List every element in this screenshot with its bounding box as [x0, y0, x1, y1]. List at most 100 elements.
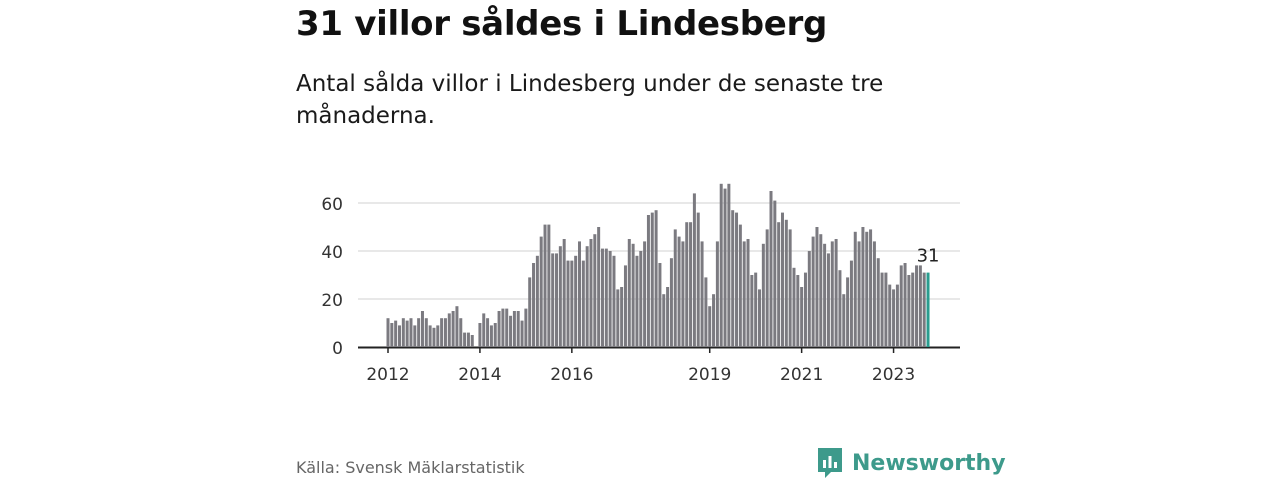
bar — [539, 236, 543, 347]
bar — [903, 263, 907, 347]
y-tick-label: 60 — [321, 195, 343, 215]
bar — [512, 311, 516, 347]
bar — [823, 243, 827, 347]
bar — [911, 272, 915, 347]
bar — [623, 265, 627, 347]
bar — [780, 212, 784, 347]
bar — [420, 311, 424, 347]
bar — [470, 335, 474, 347]
x-tick-label: 2021 — [780, 365, 823, 385]
bar — [830, 241, 834, 347]
bar — [585, 246, 589, 347]
page-subtitle: Antal sålda villor i Lindesberg under de… — [296, 71, 884, 129]
bar — [784, 219, 788, 347]
bar — [631, 243, 635, 347]
bar — [447, 313, 451, 347]
bar — [704, 277, 708, 347]
bar — [650, 212, 654, 347]
brand[interactable]: Newsworthy — [816, 446, 1006, 480]
bar — [417, 318, 421, 347]
bar — [811, 236, 815, 347]
bar — [884, 272, 888, 347]
bar — [486, 318, 490, 347]
bar — [880, 272, 884, 347]
bar — [520, 320, 524, 347]
bar — [857, 241, 861, 347]
bar — [562, 239, 566, 347]
x-tick-label: 2016 — [550, 365, 593, 385]
bar — [509, 315, 513, 347]
bar — [872, 241, 876, 347]
bar — [578, 241, 581, 347]
bar — [505, 308, 509, 347]
bar — [723, 188, 727, 347]
bar — [386, 318, 390, 347]
bar — [888, 284, 892, 347]
bar — [401, 318, 405, 347]
bar — [547, 224, 551, 347]
bar — [394, 320, 398, 347]
bar — [788, 229, 792, 347]
bar — [685, 222, 689, 347]
bar — [754, 272, 758, 347]
bar — [865, 231, 869, 347]
page-title: 31 villor såldes i Lindesberg — [296, 4, 828, 44]
bar — [466, 332, 470, 347]
bar — [658, 263, 662, 347]
bar — [819, 234, 823, 347]
bar — [581, 260, 585, 347]
bar — [708, 306, 712, 347]
bar — [869, 229, 873, 347]
bar — [765, 229, 769, 347]
bar — [493, 323, 497, 347]
bar — [654, 210, 658, 347]
bar — [800, 287, 804, 347]
bar — [727, 183, 731, 347]
bar — [918, 265, 922, 347]
bar — [796, 275, 800, 347]
bar — [516, 311, 520, 347]
bar — [428, 325, 432, 347]
bars — [386, 183, 930, 347]
bar — [777, 222, 781, 347]
bar — [738, 224, 742, 347]
bar — [846, 277, 850, 347]
bar — [405, 320, 409, 347]
bar — [773, 200, 777, 347]
brand-name: Newsworthy — [852, 450, 1006, 476]
bar — [689, 222, 693, 347]
bar — [769, 191, 773, 347]
source-note: Källa: Svensk Mäklarstatistik — [296, 458, 525, 477]
x-tick-label: 2012 — [366, 365, 409, 385]
bar — [735, 212, 739, 347]
bar — [600, 248, 604, 347]
bar — [758, 289, 762, 347]
axis-labels: 0 20 40 60 2012 2014 2016 2019 2021 2023 31 — [321, 195, 939, 385]
bar — [497, 311, 501, 347]
bar — [643, 241, 647, 347]
bar — [551, 253, 555, 347]
bar — [719, 183, 723, 347]
bar — [455, 306, 459, 347]
bar — [570, 260, 574, 347]
bar — [589, 239, 593, 347]
bar — [524, 308, 528, 347]
bar — [838, 270, 842, 347]
bar — [597, 227, 601, 347]
newsworthy-logo-icon — [818, 448, 842, 478]
bar — [627, 239, 631, 347]
y-tick-label: 20 — [321, 291, 343, 311]
bar — [616, 289, 620, 347]
bar — [842, 294, 846, 347]
bar — [849, 260, 853, 347]
bar — [639, 251, 643, 347]
bar — [742, 241, 746, 347]
bar — [612, 255, 616, 347]
bar — [677, 236, 681, 347]
bar-highlight — [926, 272, 930, 347]
x-tick-label: 2023 — [872, 365, 915, 385]
bar — [543, 224, 547, 347]
bar — [528, 277, 532, 347]
bar — [915, 265, 919, 347]
bar — [451, 311, 455, 347]
